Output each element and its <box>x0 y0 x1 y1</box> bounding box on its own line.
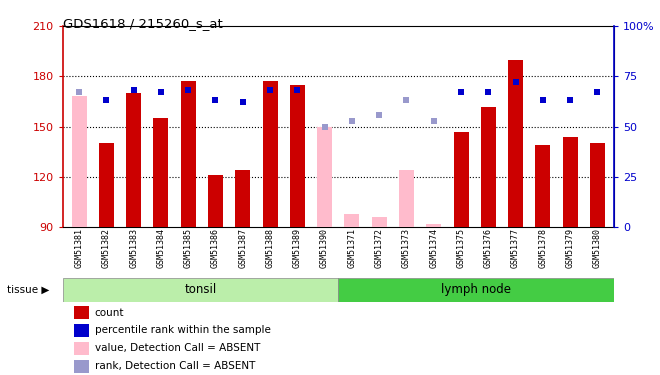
Text: GSM51376: GSM51376 <box>484 228 493 268</box>
Text: GSM51375: GSM51375 <box>457 228 465 268</box>
Text: GSM51388: GSM51388 <box>265 228 275 268</box>
Point <box>565 98 576 104</box>
Bar <box>99 143 114 227</box>
Text: tissue ▶: tissue ▶ <box>7 285 49 294</box>
Text: GSM51380: GSM51380 <box>593 228 602 268</box>
Bar <box>508 60 523 227</box>
Point <box>510 80 521 86</box>
Text: GSM51378: GSM51378 <box>539 228 547 268</box>
Text: GDS1618 / 215260_s_at: GDS1618 / 215260_s_at <box>63 17 222 30</box>
Point <box>592 90 603 96</box>
Bar <box>181 81 196 227</box>
Bar <box>63 278 338 302</box>
Bar <box>290 85 305 227</box>
Point <box>292 87 302 93</box>
Bar <box>317 127 332 227</box>
Text: GSM51372: GSM51372 <box>375 228 383 268</box>
Bar <box>153 118 168 227</box>
Text: GSM51381: GSM51381 <box>75 228 84 268</box>
Bar <box>75 306 89 319</box>
Point <box>74 90 84 96</box>
Point <box>210 98 220 104</box>
Text: lymph node: lymph node <box>441 283 511 296</box>
Bar <box>399 170 414 227</box>
Text: GSM51382: GSM51382 <box>102 228 111 268</box>
Bar <box>208 175 223 227</box>
Bar <box>75 342 89 355</box>
Point <box>265 87 275 93</box>
Bar <box>75 360 89 372</box>
Text: GSM51371: GSM51371 <box>347 228 356 268</box>
Text: tonsil: tonsil <box>184 283 216 296</box>
Text: GSM51389: GSM51389 <box>293 228 302 268</box>
Point <box>428 117 439 123</box>
Bar <box>480 106 496 227</box>
Bar <box>372 217 387 227</box>
Bar <box>75 324 89 337</box>
Point <box>346 117 357 123</box>
Text: GSM51379: GSM51379 <box>566 228 575 268</box>
Text: GSM51386: GSM51386 <box>211 228 220 268</box>
Bar <box>263 81 278 227</box>
Bar <box>453 132 469 227</box>
Bar <box>426 224 442 227</box>
Bar <box>126 93 141 227</box>
Point <box>401 98 412 104</box>
Point <box>101 98 112 104</box>
Point <box>456 90 467 96</box>
Point <box>128 87 139 93</box>
Bar <box>71 96 86 227</box>
Bar <box>235 170 250 227</box>
Text: percentile rank within the sample: percentile rank within the sample <box>94 326 271 336</box>
Bar <box>590 143 605 227</box>
Text: GSM51385: GSM51385 <box>183 228 193 268</box>
Text: value, Detection Call = ABSENT: value, Detection Call = ABSENT <box>94 343 260 353</box>
Text: GSM51374: GSM51374 <box>429 228 438 268</box>
Text: count: count <box>94 308 124 318</box>
Text: GSM51383: GSM51383 <box>129 228 138 268</box>
Text: GSM51390: GSM51390 <box>320 228 329 268</box>
Point <box>374 111 385 117</box>
Point <box>538 98 548 104</box>
Point <box>483 90 494 96</box>
Bar <box>338 278 614 302</box>
Bar <box>535 145 550 227</box>
Bar <box>562 136 578 227</box>
Point <box>319 124 330 130</box>
Point <box>156 90 166 96</box>
Bar <box>345 213 360 227</box>
Text: GSM51373: GSM51373 <box>402 228 411 268</box>
Text: GSM51387: GSM51387 <box>238 228 248 268</box>
Point <box>238 99 248 105</box>
Text: GSM51377: GSM51377 <box>511 228 520 268</box>
Text: GSM51384: GSM51384 <box>156 228 166 268</box>
Text: rank, Detection Call = ABSENT: rank, Detection Call = ABSENT <box>94 361 255 371</box>
Point <box>183 87 193 93</box>
